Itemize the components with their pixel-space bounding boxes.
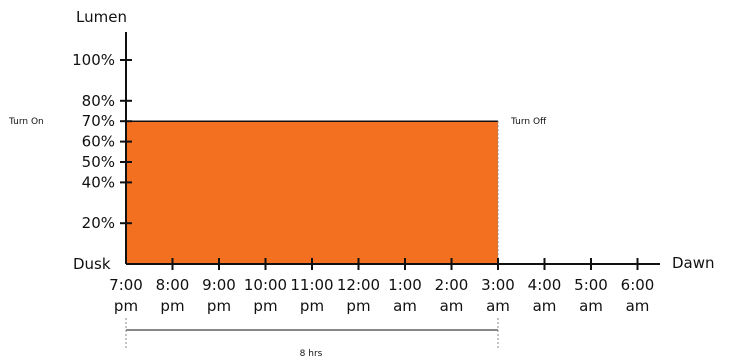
y-tick-label: 100% [72,51,115,69]
x-tick-label-time: 2:00 [435,276,469,294]
x-tick-label-time: 6:00 [621,276,655,294]
x-tick-label-time: 3:00 [481,276,515,294]
x-tick-label-period: am [533,297,557,315]
y-tick-label: 20% [82,214,115,232]
y-tick-label: 50% [82,153,115,171]
x-tick-label-time: 7:00 [109,276,143,294]
x-tick-label-time: 4:00 [528,276,562,294]
y-origin-label: Dusk [73,255,111,273]
x-axis-ticks: 7:00 pm 8:00 pm 9:00 pm 10:00 pm 11:00 pm 12:00 pm 1… [109,258,654,315]
duration-label: 8 hrs [300,349,323,359]
x-tick-label-period: pm [346,297,370,315]
x-tick-label-period: am [626,297,650,315]
y-tick-label: 80% [82,92,115,110]
plot-area [126,120,498,264]
x-tick-label-period: am [440,297,464,315]
x-tick-label-time: 1:00 [388,276,422,294]
y-tick-label: 60% [82,133,115,151]
x-tick-label-time: 9:00 [202,276,236,294]
x-tick-label-period: am [486,297,510,315]
x-tick-label-period: am [579,297,603,315]
y-axis-ticks: 100% 80% 70% 60% 50% 40% 20% [72,51,132,232]
x-tick-label-period: pm [207,297,231,315]
x-tick-label-time: 5:00 [574,276,608,294]
x-tick-label-period: pm [253,297,277,315]
x-tick-label-period: am [393,297,417,315]
turn-off-label: Turn Off [510,117,547,127]
y-tick-label: 70% [82,112,115,130]
x-tick-label-time: 8:00 [156,276,190,294]
x-tick-label-period: pm [160,297,184,315]
x-tick-label-time: 10:00 [244,276,287,294]
y-tick-label: 40% [82,173,115,191]
x-tick-label-time: 11:00 [290,276,333,294]
y-axis-title: Lumen [76,8,127,26]
x-tick-label-period: pm [300,297,324,315]
x-tick-label-period: pm [114,297,138,315]
guide-lines [125,121,499,350]
turn-on-label: Turn On [8,117,44,127]
x-tick-label-time: 12:00 [337,276,380,294]
x-axis-title: Dawn [672,254,715,272]
light-level-area [126,121,498,264]
axes [125,32,660,265]
